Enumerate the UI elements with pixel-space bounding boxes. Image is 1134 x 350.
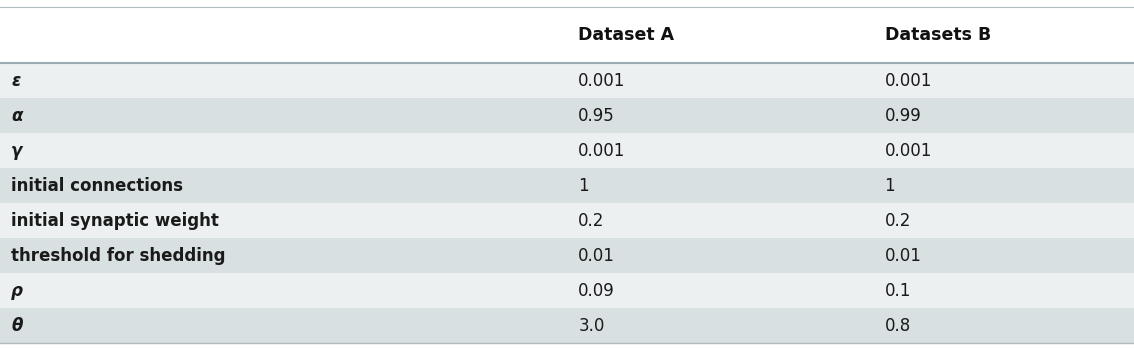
Text: ε: ε	[11, 71, 20, 90]
Bar	[873, 308, 1134, 343]
Text: initial connections: initial connections	[11, 176, 184, 195]
Text: θ: θ	[11, 316, 23, 335]
Bar	[0, 168, 567, 203]
Text: 0.01: 0.01	[578, 246, 616, 265]
Text: γ: γ	[11, 141, 23, 160]
Bar	[0, 203, 567, 238]
Text: Dataset A: Dataset A	[578, 26, 675, 44]
Text: ρ: ρ	[11, 281, 23, 300]
Bar	[0, 308, 567, 343]
Bar	[873, 7, 1134, 63]
Text: 1: 1	[885, 176, 895, 195]
Bar	[0, 273, 567, 308]
Text: 0.99: 0.99	[885, 106, 921, 125]
Bar	[0, 238, 567, 273]
Text: α: α	[11, 106, 23, 125]
Text: 0.001: 0.001	[578, 141, 626, 160]
Bar	[567, 7, 873, 63]
Bar	[567, 203, 873, 238]
Bar	[0, 133, 567, 168]
Text: 0.95: 0.95	[578, 106, 615, 125]
Text: 0.09: 0.09	[578, 281, 615, 300]
Bar	[873, 203, 1134, 238]
Text: 0.001: 0.001	[578, 71, 626, 90]
Bar	[0, 7, 567, 63]
Text: Datasets B: Datasets B	[885, 26, 991, 44]
Bar	[567, 98, 873, 133]
Text: 0.001: 0.001	[885, 141, 932, 160]
Bar	[567, 238, 873, 273]
Bar	[873, 273, 1134, 308]
Text: 0.001: 0.001	[885, 71, 932, 90]
Text: 0.1: 0.1	[885, 281, 911, 300]
Bar	[873, 98, 1134, 133]
Bar	[873, 63, 1134, 98]
Bar	[567, 133, 873, 168]
Text: 0.2: 0.2	[885, 211, 911, 230]
Text: 1: 1	[578, 176, 589, 195]
Text: 0.01: 0.01	[885, 246, 922, 265]
Bar	[0, 98, 567, 133]
Text: 0.8: 0.8	[885, 316, 911, 335]
Text: initial synaptic weight: initial synaptic weight	[11, 211, 219, 230]
Bar	[873, 238, 1134, 273]
Bar	[567, 273, 873, 308]
Bar	[567, 63, 873, 98]
Bar	[0, 63, 567, 98]
Bar	[873, 133, 1134, 168]
Bar	[873, 168, 1134, 203]
Text: 3.0: 3.0	[578, 316, 604, 335]
Text: threshold for shedding: threshold for shedding	[11, 246, 226, 265]
Text: 0.2: 0.2	[578, 211, 604, 230]
Bar	[567, 308, 873, 343]
Bar	[567, 168, 873, 203]
